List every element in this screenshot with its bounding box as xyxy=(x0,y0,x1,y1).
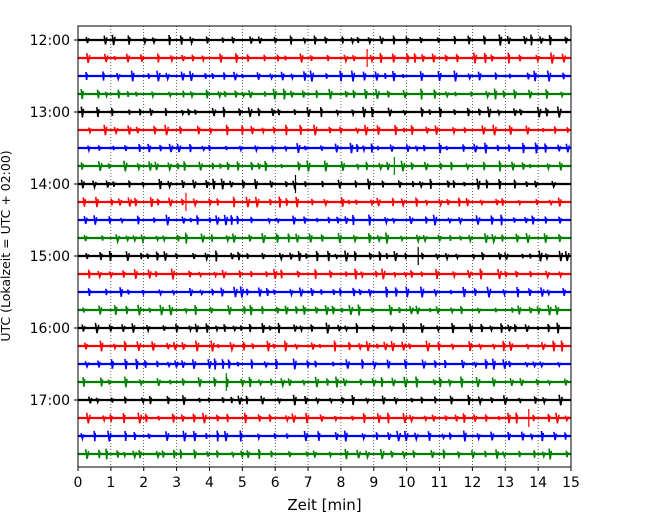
trace-1515 xyxy=(78,268,571,280)
trace-signal xyxy=(80,178,557,191)
x-tick-label: 1 xyxy=(106,475,115,491)
trace-1400 xyxy=(78,175,571,193)
y-tick-label: 16:00 xyxy=(30,321,70,337)
x-axis: 0 1 2 3 4 5 6 7 8 9 10 11 12 13 14 15 xyxy=(74,467,580,491)
trace-1600 xyxy=(78,322,571,334)
x-tick-label: 3 xyxy=(172,475,181,491)
trace-signal xyxy=(83,214,563,227)
x-tick-label: 8 xyxy=(336,475,345,491)
trace-signal xyxy=(80,160,563,173)
trace-signal xyxy=(84,358,562,371)
y-tick-label: 12:00 xyxy=(30,33,70,49)
trace-signal xyxy=(87,286,567,299)
trace-signal xyxy=(85,70,566,82)
trace-1315 xyxy=(78,124,571,136)
trace-signal xyxy=(85,52,567,64)
x-tick-label: 14 xyxy=(529,475,547,491)
trace-signal xyxy=(83,340,564,353)
plot-frame xyxy=(77,25,572,468)
trace-signal xyxy=(85,250,570,263)
trace-1300 xyxy=(78,106,571,118)
x-tick-label: 12 xyxy=(463,475,481,491)
trace-signal xyxy=(82,376,568,389)
trace-1545 xyxy=(78,304,571,316)
trace-signal xyxy=(80,88,565,100)
x-tick-label: 11 xyxy=(431,475,449,491)
x-tick-label: 2 xyxy=(139,475,148,491)
trace-1215 xyxy=(78,49,571,67)
trace-signal xyxy=(80,106,562,118)
trace-1230 xyxy=(78,70,571,82)
x-tick-label: 9 xyxy=(369,475,378,491)
trace-1700 xyxy=(78,394,571,407)
trace-1430 xyxy=(78,214,571,227)
trace-1345 xyxy=(78,157,571,175)
trace-signal xyxy=(82,196,562,209)
trace-1715 xyxy=(78,409,571,427)
trace-1530 xyxy=(78,286,571,299)
trace-signal xyxy=(87,142,571,154)
trace-signal xyxy=(85,412,570,424)
y-tick-label: 17:00 xyxy=(30,393,70,409)
trace-signal xyxy=(82,304,560,316)
trace-1200 xyxy=(78,34,571,47)
x-tick-label: 15 xyxy=(562,475,580,491)
y-axis-label: UTC (Lokalzeit = UTC + 02:00) xyxy=(0,150,13,341)
trace-signal xyxy=(83,232,562,245)
y-tick-label: 14:00 xyxy=(30,177,70,193)
trace-signal xyxy=(85,34,569,47)
x-tick-label: 4 xyxy=(205,475,214,491)
trace-1500 xyxy=(78,247,571,265)
trace-1730 xyxy=(78,430,571,443)
x-tick-label: 6 xyxy=(271,475,280,491)
trace-signal xyxy=(81,322,560,334)
trace-1630 xyxy=(78,358,571,371)
trace-signal xyxy=(87,268,563,280)
trace-signal xyxy=(88,394,563,407)
y-axis: 12:00 13:00 14:00 15:00 16:00 17:00 xyxy=(30,33,78,409)
x-axis-label: Zeit [min] xyxy=(287,496,361,514)
x-tick-label: 7 xyxy=(304,475,313,491)
trace-1615 xyxy=(78,340,571,353)
x-tick-label: 5 xyxy=(238,475,247,491)
trace-1415 xyxy=(78,193,571,211)
y-tick-label: 13:00 xyxy=(30,105,70,121)
trace-1245 xyxy=(78,88,571,100)
trace-1745 xyxy=(78,448,571,461)
x-tick-label: 13 xyxy=(496,475,514,491)
trace-signal xyxy=(87,124,570,136)
trace-series xyxy=(78,34,571,461)
trace-signal xyxy=(84,448,569,461)
trace-1445 xyxy=(78,232,571,245)
x-tick-label: 0 xyxy=(74,475,83,491)
y-tick-label: 15:00 xyxy=(30,249,70,265)
x-tick-label: 10 xyxy=(398,475,416,491)
trace-1645 xyxy=(78,373,571,391)
trace-signal xyxy=(80,430,568,443)
trace-1330 xyxy=(78,142,571,154)
